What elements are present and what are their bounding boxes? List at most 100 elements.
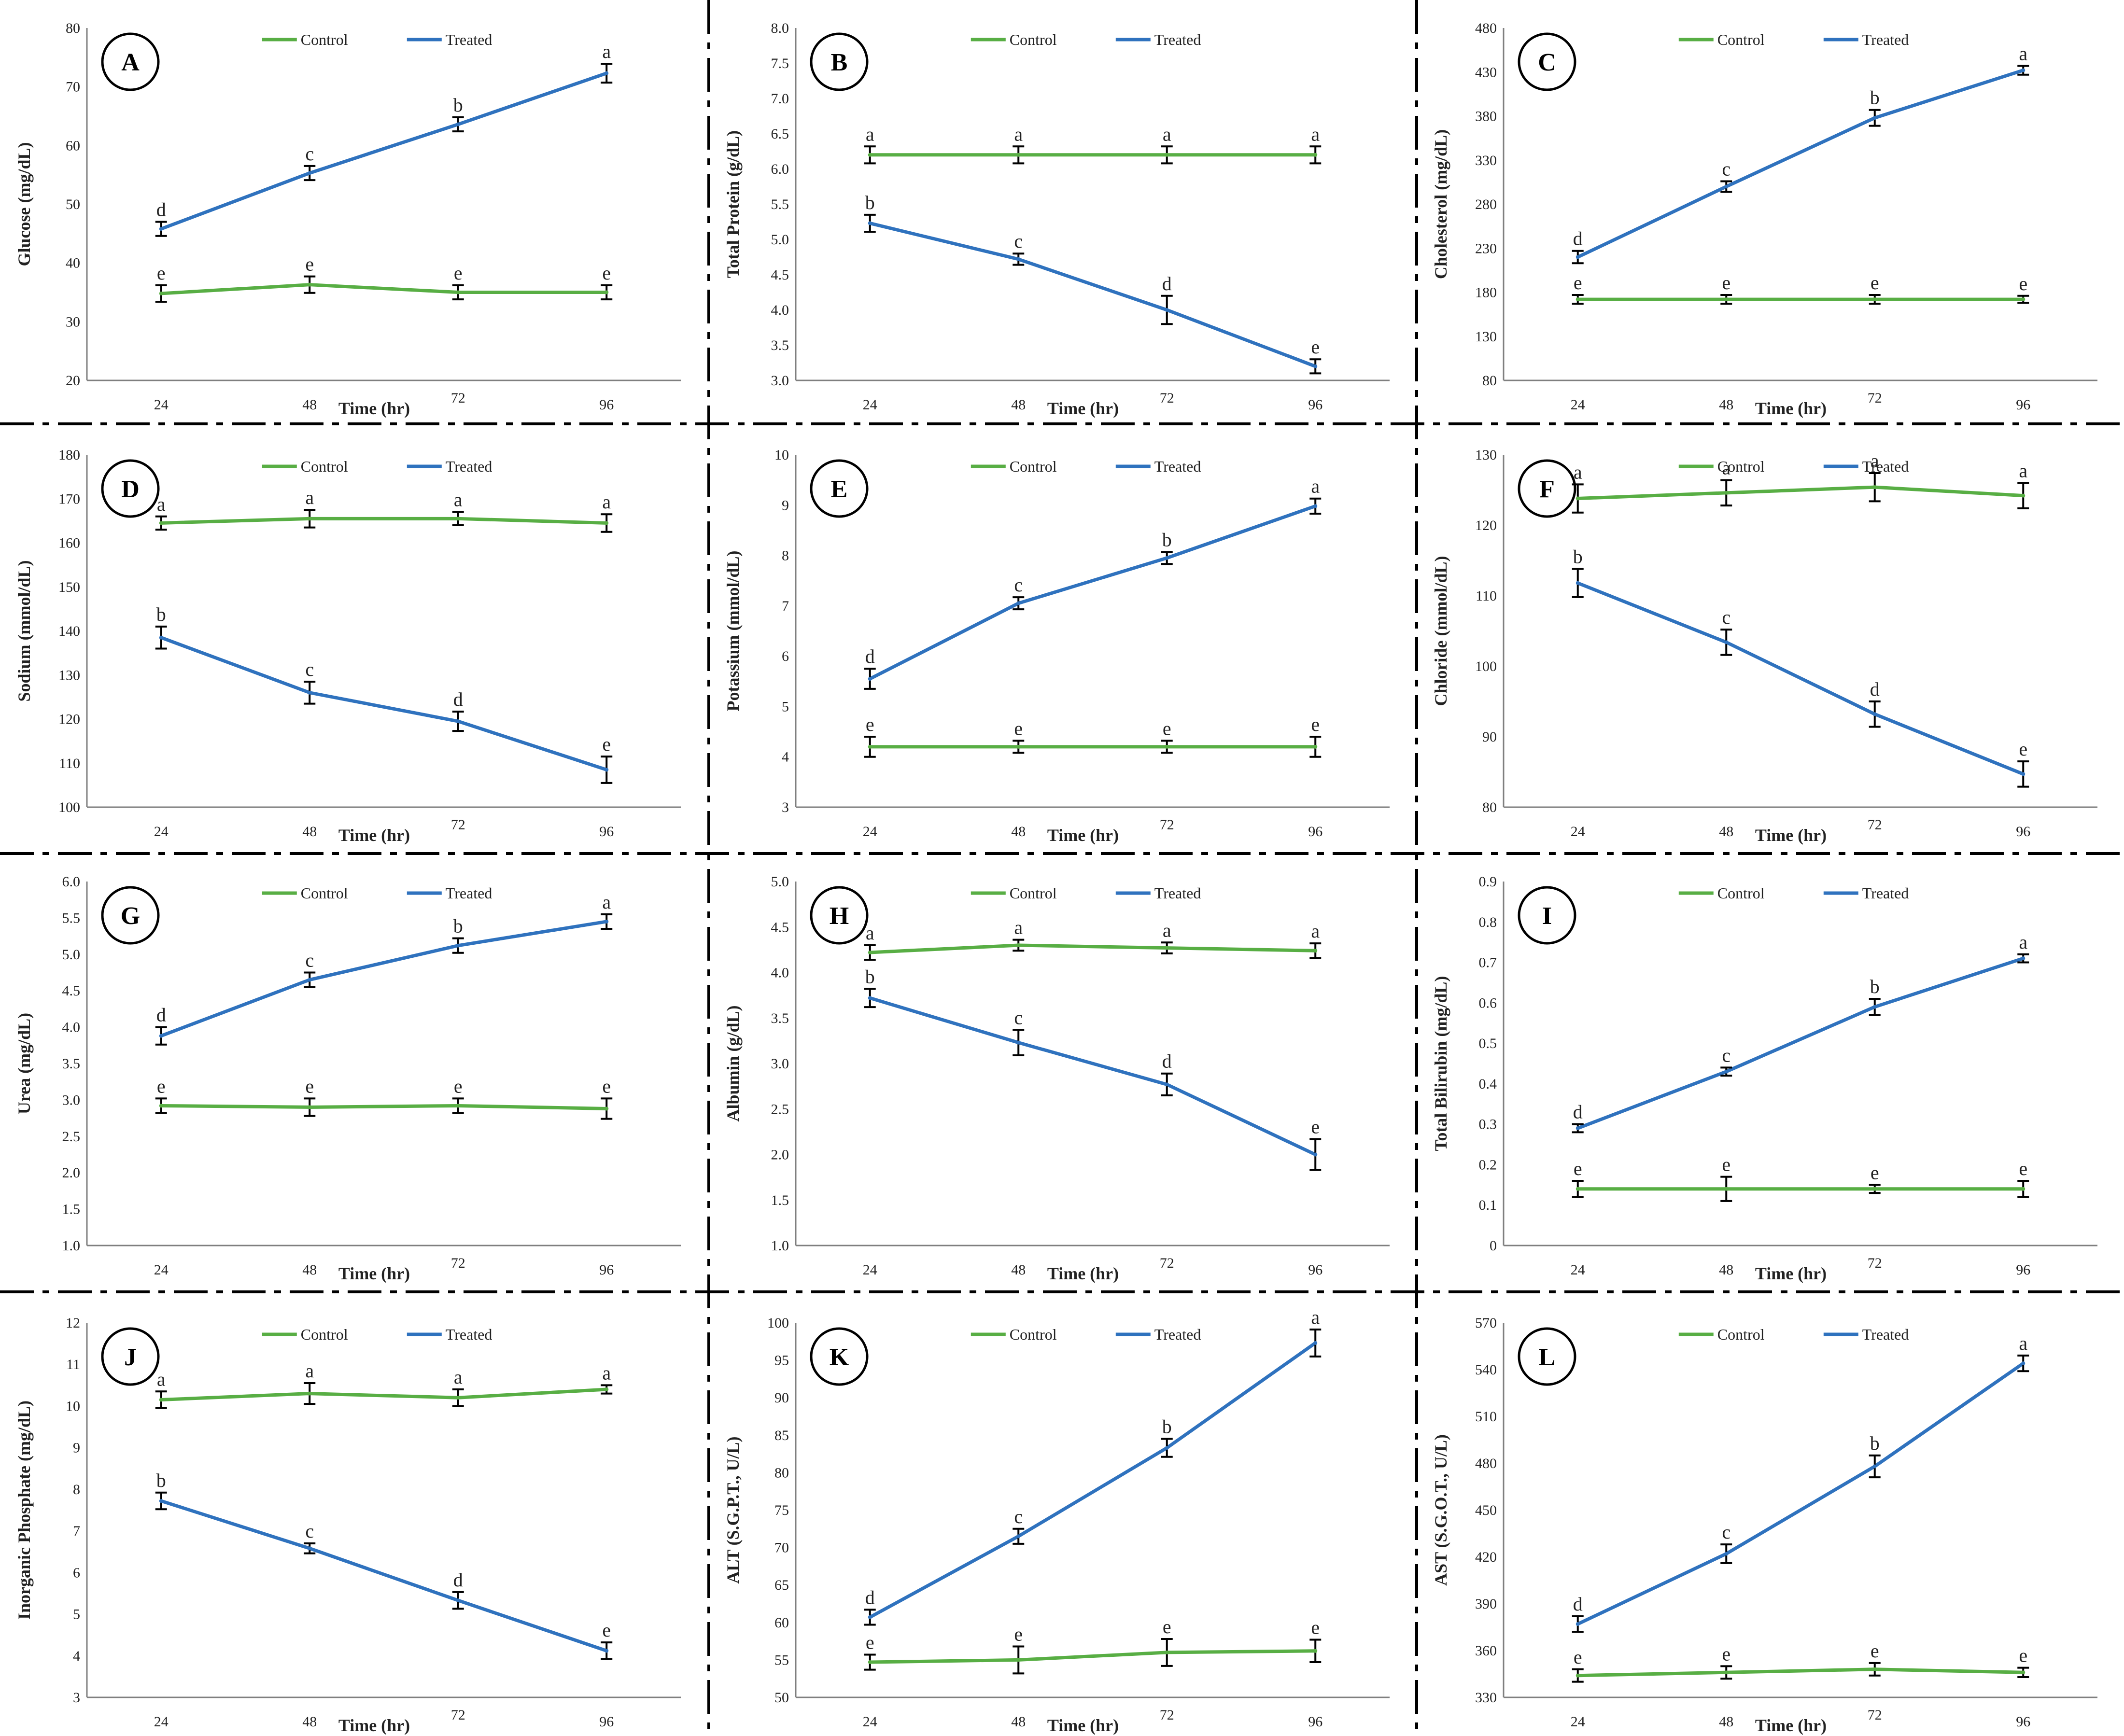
x-tick-label: 72 [1160, 1707, 1174, 1723]
y-tick-label: 130 [1475, 447, 1497, 463]
y-tick-label: 3.0 [771, 1056, 789, 1072]
control-point [2021, 1187, 2026, 1191]
treated-significance-letter: c [1014, 1007, 1023, 1028]
panel-label: L [1539, 1344, 1556, 1371]
control-point [456, 1396, 460, 1400]
y-tick-label: 480 [1475, 1456, 1497, 1471]
x-tick-label: 48 [1719, 397, 1733, 413]
treated-point [1872, 1005, 1877, 1009]
control-line-segment [1016, 1651, 1169, 1662]
treated-significance-letter: b [453, 915, 463, 937]
y-tick-label: 0.5 [1479, 1036, 1497, 1051]
y-tick-label: 380 [1475, 109, 1497, 125]
treated-significance-letter: d [865, 1586, 875, 1608]
control-significance-letter: e [305, 253, 314, 275]
control-significance-letter: e [602, 262, 611, 284]
treated-significance-letter: c [305, 658, 314, 680]
treated-significance-letter: e [602, 1619, 611, 1641]
y-tick-label: 6.0 [62, 874, 81, 890]
legend-label-treated: Treated [446, 31, 492, 48]
y-tick-label: 3.5 [771, 337, 789, 353]
control-point [1165, 946, 1169, 950]
treated-line-segment [1016, 556, 1169, 605]
treated-point [1575, 1622, 1580, 1626]
y-tick-label: 6.0 [771, 161, 789, 177]
y-tick-label: 4.0 [62, 1020, 81, 1036]
control-point [159, 1104, 163, 1108]
x-tick-label: 96 [2016, 397, 2030, 413]
x-tick-label: 48 [302, 1714, 317, 1730]
y-axis-title: Chloride (mmol/dL) [1431, 556, 1450, 706]
control-point [605, 1106, 609, 1111]
legend-label-treated: Treated [1862, 1326, 1909, 1343]
control-significance-letter: a [1574, 461, 1582, 483]
treated-point [159, 1034, 163, 1038]
legend-label-treated: Treated [1154, 458, 1201, 475]
x-tick-label: 24 [863, 1262, 877, 1278]
y-tick-label: 230 [1475, 240, 1497, 256]
legend-label-treated: Treated [1862, 31, 1909, 48]
x-tick-label: 24 [863, 824, 877, 840]
control-point [159, 521, 163, 525]
treated-significance-letter: e [1311, 336, 1320, 358]
treated-point [2021, 68, 2026, 72]
panel-label-circle [1518, 1327, 1576, 1386]
y-tick-label: 95 [774, 1353, 789, 1369]
control-point [1575, 297, 1580, 302]
control-line-segment [308, 1104, 460, 1109]
control-significance-letter: e [602, 1075, 611, 1097]
treated-point [1165, 308, 1169, 312]
y-tick-label: 70 [66, 79, 80, 95]
y-tick-label: 2.5 [62, 1129, 81, 1145]
chart-panel-l: 330 360 390 420 450 480 510 540 570 24 48 72 96 Time … [1431, 1315, 2097, 1735]
treated-line-segment [308, 691, 460, 723]
treated-point [1313, 504, 1318, 508]
y-tick-label: 8 [73, 1482, 80, 1498]
x-tick-label: 96 [1308, 397, 1322, 413]
legend-label-control: Control [1010, 884, 1057, 902]
y-tick-label: 140 [58, 623, 80, 639]
y-axis-title: Inorganic Phosphate (mg/dL) [14, 1400, 34, 1620]
control-significance-letter: a [602, 491, 611, 513]
y-tick-label: 10 [66, 1398, 80, 1414]
control-line-segment [1576, 491, 1728, 501]
y-tick-label: 0.1 [1479, 1197, 1497, 1213]
legend-label-control: Control [1717, 31, 1765, 48]
treated-point [456, 122, 460, 126]
control-significance-letter: e [1871, 272, 1879, 294]
treated-line-segment [159, 1499, 311, 1550]
y-tick-label: 0 [1490, 1238, 1497, 1254]
legend-label-control: Control [1010, 458, 1057, 475]
y-axis-title: Cholesterol (mg/dL) [1431, 129, 1450, 279]
y-tick-label: 5.5 [62, 910, 81, 926]
y-tick-label: 1.5 [62, 1202, 81, 1218]
treated-significance-letter: a [1311, 476, 1320, 497]
control-significance-letter: e [2019, 273, 2027, 294]
y-tick-label: 5.5 [771, 196, 789, 212]
control-line-segment [456, 517, 608, 525]
treated-significance-letter: c [1014, 230, 1023, 252]
treated-significance-letter: e [1311, 1116, 1320, 1137]
treated-point [605, 71, 609, 75]
x-axis-title: Time (hr) [1047, 1264, 1119, 1283]
control-significance-letter: a [1311, 123, 1320, 145]
treated-significance-letter: d [1573, 1101, 1583, 1123]
y-tick-label: 4.0 [771, 302, 789, 318]
treated-line-segment [1873, 712, 2025, 776]
legend-label-control: Control [1717, 458, 1765, 475]
control-point [868, 153, 872, 157]
control-significance-letter: e [1574, 1158, 1582, 1179]
treated-point [308, 171, 312, 175]
treated-significance-letter: a [2019, 931, 2027, 953]
y-tick-label: 30 [66, 314, 80, 330]
x-tick-label: 48 [302, 824, 317, 840]
x-tick-label: 72 [1160, 817, 1174, 833]
x-axis-title: Time (hr) [1755, 399, 1827, 418]
panel-label: A [121, 49, 140, 76]
control-line-segment [159, 283, 311, 295]
control-line-segment [456, 1387, 608, 1400]
y-tick-label: 7 [73, 1523, 80, 1539]
x-tick-label: 48 [302, 1262, 317, 1278]
treated-line-segment [1576, 185, 1728, 259]
y-tick-label: 480 [1475, 20, 1497, 36]
